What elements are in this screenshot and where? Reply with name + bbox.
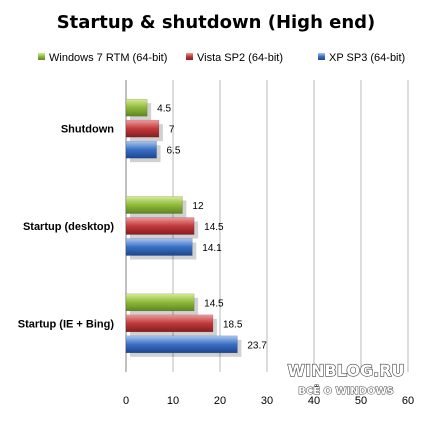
category-label: Shutdown (61, 124, 114, 136)
legend-swatch (186, 53, 193, 60)
gridlines (125, 80, 409, 372)
x-tick-label: 30 (261, 395, 273, 407)
bar (125, 335, 238, 354)
bar (125, 314, 214, 333)
legend-label: XP SP3 (64-bit) (329, 52, 405, 64)
bar (125, 217, 195, 235)
x-tick-label: 50 (355, 395, 367, 407)
data-label: 18.5 (223, 319, 243, 330)
data-label: 14.5 (204, 222, 224, 233)
legend-label: Windows 7 RTM (64-bit) (49, 52, 167, 64)
watermark-main: WINBLOG.RU (288, 361, 405, 380)
data-label: 4.5 (157, 104, 171, 115)
data-label: 7 (169, 125, 175, 136)
bar (125, 98, 148, 117)
x-tick-label: 0 (123, 395, 129, 407)
x-tick-label: 20 (214, 395, 226, 407)
category-labels: Shutdown Startup (desktop) Startup (IE + B… (18, 124, 115, 331)
bar (125, 196, 183, 214)
data-label: 6.5 (167, 146, 181, 157)
legend-swatch (38, 53, 45, 60)
category-label: Startup (desktop) (23, 221, 114, 233)
x-axis-ticks: 0 10 20 30 40 50 60 (123, 395, 414, 407)
x-tick-label: 10 (167, 395, 179, 407)
bar (125, 140, 157, 159)
legend-label: Vista SP2 (64-bit) (197, 52, 283, 64)
data-label: 14.1 (202, 243, 222, 254)
data-label: 12 (192, 201, 204, 212)
category-label: Startup (IE + Bing) (18, 318, 115, 330)
bar (125, 238, 193, 256)
legend-swatch (318, 53, 325, 60)
watermark: WINBLOG.RU ВСЁ О WINDOWS (287, 360, 405, 397)
x-tick-label: 40 (308, 395, 320, 407)
x-tick-label: 60 (402, 395, 414, 407)
watermark-sub: ВСЁ О WINDOWS (298, 383, 393, 397)
bar (125, 119, 160, 138)
legend: Windows 7 RTM (64-bit) Vista SP2 (64-bit)… (38, 52, 405, 64)
data-label: 14.5 (204, 298, 224, 309)
bar (125, 293, 195, 312)
chart-title: Startup & shutdown (High end) (57, 12, 376, 33)
data-label: 23.7 (247, 340, 267, 351)
